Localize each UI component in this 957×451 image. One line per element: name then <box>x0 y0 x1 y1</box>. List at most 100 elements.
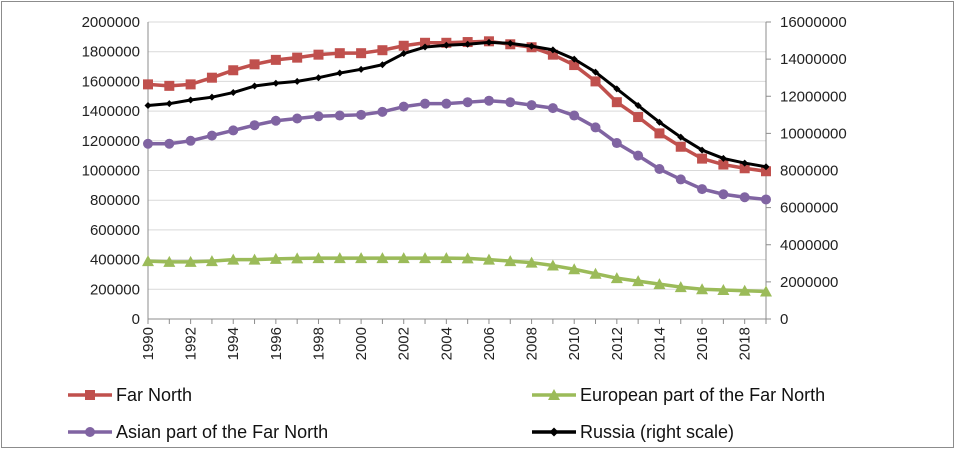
data-point-circle <box>654 164 665 175</box>
data-point-diamond <box>677 133 685 141</box>
x-tick-label: 2004 <box>438 327 455 360</box>
legend-item-3: Russia (right scale) <box>532 422 734 442</box>
data-point-square <box>420 37 431 48</box>
data-point-diamond <box>421 43 429 51</box>
data-point-circle <box>143 138 153 149</box>
y-left-tick-label: 800000 <box>90 192 140 209</box>
data-point-triangle <box>653 278 666 290</box>
data-point-diamond <box>762 163 770 171</box>
series-2 <box>143 95 771 205</box>
data-point-diamond <box>187 96 195 104</box>
data-point-diamond <box>592 68 600 76</box>
plot-area <box>142 36 772 297</box>
legend-item-0: Far North <box>68 385 192 405</box>
data-point-triangle <box>738 284 751 296</box>
data-point-triangle <box>333 252 346 264</box>
data-point-square <box>654 128 665 139</box>
data-point-triangle <box>312 252 325 264</box>
data-point-triangle <box>269 252 282 264</box>
data-point-square <box>611 97 622 108</box>
y-left-tick-label: 0 <box>132 311 140 328</box>
y-right-tick-label: 10000000 <box>780 125 847 142</box>
data-point-diamond <box>719 154 727 162</box>
data-point-diamond <box>144 102 152 110</box>
data-point-circle <box>611 138 622 149</box>
data-point-diamond <box>655 118 663 126</box>
series-line <box>147 256 767 294</box>
data-point-triangle <box>632 275 645 287</box>
y-left-tick-label: 600000 <box>90 222 140 239</box>
x-tick-label: 2006 <box>481 327 498 360</box>
data-point-triangle <box>525 256 538 268</box>
x-tick-label: 2010 <box>566 327 583 360</box>
y-left-tick-label: 1200000 <box>82 133 140 150</box>
x-tick-label: 2000 <box>353 327 370 360</box>
data-point-square <box>185 79 196 90</box>
data-point-circle <box>356 109 367 120</box>
data-point-circle <box>590 122 601 133</box>
axes <box>147 21 771 324</box>
data-point-triangle <box>546 259 559 271</box>
data-point-circle <box>675 174 686 185</box>
data-point-triangle <box>291 252 304 264</box>
data-point-diamond <box>357 65 365 73</box>
data-point-square <box>697 153 708 164</box>
data-point-diamond <box>549 46 557 54</box>
data-point-diamond <box>229 89 237 97</box>
x-tick-label: 1992 <box>183 327 200 360</box>
x-tick-label: 2018 <box>737 327 754 360</box>
data-point-diamond <box>442 41 450 49</box>
series-1 <box>142 252 772 297</box>
data-point-triangle <box>227 253 240 265</box>
data-point-square <box>334 48 345 59</box>
data-point-circle <box>377 106 388 117</box>
data-point-square <box>206 72 217 83</box>
data-point-circle <box>398 101 409 112</box>
data-point-diamond <box>251 82 259 90</box>
data-point-triangle <box>610 272 623 284</box>
y-left-tick-label: 400000 <box>90 252 140 269</box>
data-point-square <box>547 49 558 60</box>
data-point-circle <box>569 110 580 121</box>
data-point-diamond <box>485 38 493 46</box>
data-point-square <box>718 159 729 170</box>
data-point-square <box>313 49 324 60</box>
data-point-triangle <box>419 252 432 264</box>
y-left-tick-label: 1400000 <box>82 103 140 120</box>
data-point-triangle <box>184 255 197 267</box>
data-point-triangle <box>568 263 581 275</box>
data-point-circle <box>164 138 175 149</box>
x-tick-label: 2008 <box>524 327 541 360</box>
y-right-tick-label: 12000000 <box>780 88 847 105</box>
data-point-diamond <box>741 159 749 167</box>
data-point-diamond <box>549 427 559 437</box>
data-point-triangle <box>717 284 730 296</box>
data-point-circle <box>85 427 95 437</box>
data-point-circle <box>420 98 431 109</box>
data-point-diamond <box>528 42 536 50</box>
data-point-diamond <box>464 40 472 48</box>
series-0 <box>143 36 771 177</box>
data-point-triangle <box>760 285 772 297</box>
data-point-triangle <box>163 255 176 267</box>
y-right-tick-label: 16000000 <box>780 14 847 31</box>
data-point-circle <box>547 103 558 114</box>
data-point-circle <box>505 97 516 108</box>
data-point-circle <box>441 98 452 109</box>
x-tick-label: 2002 <box>396 327 413 360</box>
series-line <box>147 39 767 173</box>
data-point-square <box>633 112 644 123</box>
legend-item-2: Asian part of the Far North <box>68 422 328 442</box>
x-tick-label: 1990 <box>140 327 157 360</box>
data-point-circle <box>270 115 281 126</box>
x-tick-label: 2012 <box>609 327 626 360</box>
y-right-tick-label: 0 <box>780 311 788 328</box>
tick-labels: 0 200000 400000 600000 800000 1000000 1200000 1… <box>82 14 847 360</box>
data-point-square <box>377 45 388 56</box>
data-point-circle <box>313 111 324 122</box>
data-point-circle <box>292 113 303 124</box>
series-line <box>148 98 767 202</box>
y-left-tick-label: 200000 <box>90 281 140 298</box>
